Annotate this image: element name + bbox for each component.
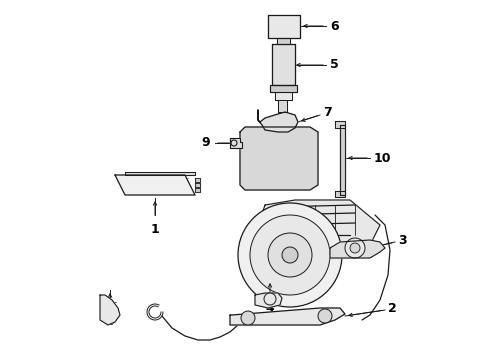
- Polygon shape: [272, 44, 295, 85]
- Text: 8: 8: [106, 315, 114, 328]
- Text: 10: 10: [374, 152, 392, 165]
- Polygon shape: [278, 100, 287, 112]
- Text: 1: 1: [150, 223, 159, 236]
- Polygon shape: [335, 121, 345, 128]
- Polygon shape: [268, 15, 300, 38]
- Circle shape: [350, 243, 360, 253]
- Circle shape: [241, 311, 255, 325]
- Polygon shape: [275, 92, 292, 100]
- Polygon shape: [335, 191, 345, 197]
- Circle shape: [231, 140, 237, 146]
- Polygon shape: [230, 138, 242, 148]
- Polygon shape: [277, 38, 290, 44]
- Polygon shape: [195, 183, 200, 187]
- Text: 9: 9: [201, 136, 210, 149]
- Polygon shape: [258, 110, 298, 132]
- Polygon shape: [115, 175, 195, 195]
- Circle shape: [282, 247, 298, 263]
- Circle shape: [238, 203, 342, 307]
- Polygon shape: [270, 85, 297, 92]
- Polygon shape: [100, 295, 120, 325]
- Polygon shape: [260, 200, 380, 250]
- Text: 5: 5: [330, 58, 339, 72]
- Polygon shape: [195, 188, 200, 192]
- Circle shape: [318, 309, 332, 323]
- Circle shape: [264, 293, 276, 305]
- Circle shape: [345, 238, 365, 258]
- Text: 3: 3: [398, 234, 407, 247]
- Polygon shape: [230, 308, 345, 325]
- Polygon shape: [255, 293, 282, 308]
- Polygon shape: [125, 172, 195, 175]
- Text: 2: 2: [388, 302, 397, 315]
- Polygon shape: [195, 178, 200, 182]
- Circle shape: [250, 215, 330, 295]
- Circle shape: [268, 233, 312, 277]
- Text: 6: 6: [330, 19, 339, 32]
- Text: 7: 7: [323, 107, 332, 120]
- Text: 4: 4: [266, 302, 274, 315]
- Polygon shape: [340, 125, 345, 195]
- Polygon shape: [240, 127, 318, 190]
- Polygon shape: [330, 240, 385, 258]
